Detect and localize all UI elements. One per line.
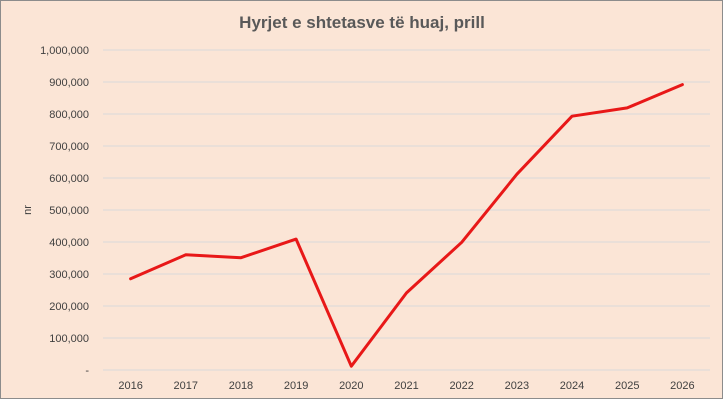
y-tick-label: 1,000,000 (40, 45, 89, 57)
y-axis-label: nr (22, 205, 34, 215)
y-tick-label: 500,000 (49, 205, 89, 217)
x-tick-label: 2022 (449, 380, 473, 392)
y-tick-label: 200,000 (49, 301, 89, 313)
x-tick-label: 2018 (229, 380, 253, 392)
y-tick-label: 400,000 (49, 237, 89, 249)
y-tick-label: - (85, 365, 89, 377)
x-tick-label: 2024 (560, 380, 584, 392)
y-tick-label: 700,000 (49, 141, 89, 153)
x-tick-label: 2026 (670, 380, 694, 392)
y-tick-label: 100,000 (49, 333, 89, 345)
x-tick-label: 2025 (615, 380, 639, 392)
gridlines (103, 49, 710, 371)
chart-title: Hyrjet e shtetasve të huaj, prill (239, 13, 485, 32)
x-tick-label: 2019 (284, 380, 308, 392)
x-axis-ticks: 2016 2017 2018 2019 2020 2021 2022 2023 2024 2025… (118, 380, 694, 392)
y-axis-ticks: - 100,000 200,000 300,000 400,000 500,000 600,… (40, 45, 89, 377)
y-tick-label: 900,000 (49, 77, 89, 89)
series-layer (129, 83, 684, 368)
x-tick-label: 2021 (394, 380, 418, 392)
series-line (129, 83, 684, 368)
x-tick-label: 2020 (339, 380, 363, 392)
x-tick-label: 2016 (118, 380, 142, 392)
y-tick-label: 600,000 (49, 173, 89, 185)
y-tick-label: 800,000 (49, 109, 89, 121)
x-tick-label: 2023 (505, 380, 529, 392)
x-tick-label: 2017 (174, 380, 198, 392)
y-tick-label: 300,000 (49, 269, 89, 281)
